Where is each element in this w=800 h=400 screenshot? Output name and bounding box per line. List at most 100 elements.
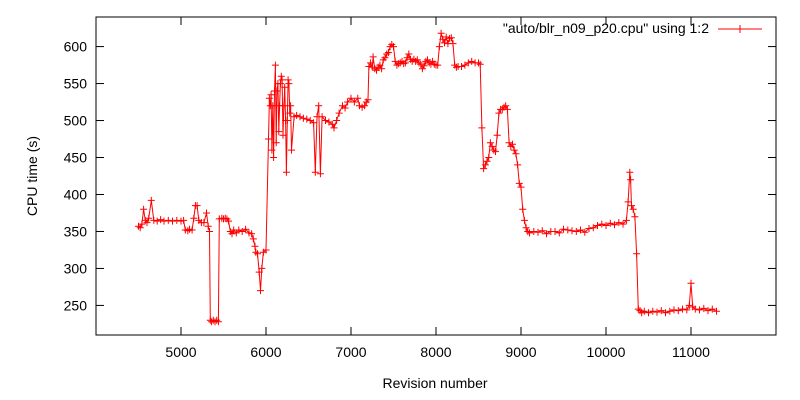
data-point	[447, 34, 455, 42]
data-point	[572, 228, 580, 235]
data-point	[280, 102, 288, 110]
data-point	[204, 222, 212, 230]
data-point	[420, 62, 428, 70]
data-point	[344, 98, 352, 106]
data-point	[430, 60, 438, 68]
data-point	[417, 60, 425, 68]
data-point	[649, 307, 657, 315]
data-point	[160, 217, 168, 225]
data-point	[258, 264, 266, 272]
data-point	[645, 309, 652, 317]
x-tick-label: 10000	[587, 344, 626, 360]
data-point	[538, 227, 546, 235]
y-tick-label: 400	[64, 186, 88, 202]
data-point	[564, 226, 572, 234]
data-point	[627, 176, 635, 184]
data-point	[262, 246, 270, 254]
data-point	[282, 168, 290, 176]
data-point	[310, 119, 318, 127]
data-point	[619, 220, 627, 228]
y-tick-label: 500	[64, 113, 88, 129]
data-point	[376, 61, 384, 69]
data-point	[169, 217, 176, 225]
data-point	[206, 228, 213, 235]
data-point	[602, 222, 610, 229]
data-point	[626, 168, 634, 176]
data-point	[251, 242, 259, 250]
data-point	[526, 229, 533, 237]
y-tick-label: 300	[64, 260, 88, 276]
data-point	[279, 131, 287, 139]
data-point	[354, 94, 362, 102]
data-point	[277, 72, 285, 80]
y-tick-label: 250	[64, 297, 88, 313]
data-point	[598, 220, 606, 228]
data-point	[657, 307, 665, 315]
data-point	[577, 226, 584, 234]
data-point	[330, 124, 338, 132]
data-point	[401, 59, 409, 67]
data-point	[378, 65, 386, 73]
data-point	[347, 94, 355, 102]
data-point	[322, 117, 329, 124]
data-point	[475, 59, 482, 67]
data-point	[235, 226, 243, 234]
data-point	[157, 216, 165, 224]
data-point	[581, 228, 589, 236]
data-point	[653, 308, 661, 316]
data-point	[708, 305, 716, 313]
data-point	[543, 230, 550, 238]
data-point	[670, 306, 678, 314]
data-point	[520, 216, 528, 224]
data-point	[696, 306, 703, 314]
data-point	[468, 57, 476, 65]
data-point	[180, 216, 188, 224]
data-point	[634, 305, 642, 313]
data-point	[390, 43, 397, 51]
data-point	[150, 216, 158, 224]
data-point	[248, 230, 256, 238]
data-point	[524, 228, 532, 235]
data-point	[481, 161, 489, 169]
data-point	[193, 202, 201, 210]
data-point	[143, 219, 151, 227]
data-point	[425, 59, 433, 67]
x-tick-label: 7000	[335, 344, 366, 360]
data-point	[611, 221, 618, 229]
data-point	[287, 102, 295, 110]
data-point	[415, 59, 423, 67]
x-tick-label: 11000	[672, 344, 710, 360]
data-point	[624, 198, 632, 206]
data-point	[364, 96, 372, 104]
data-point	[221, 214, 229, 222]
data-point	[136, 224, 144, 232]
data-point	[495, 109, 503, 117]
data-point	[515, 179, 523, 187]
data-point	[434, 61, 442, 69]
data-point	[147, 196, 155, 204]
data-point	[278, 76, 286, 84]
x-tick-label: 8000	[420, 344, 451, 360]
data-point	[517, 183, 525, 191]
data-point	[270, 154, 278, 161]
data-point	[568, 227, 576, 235]
series-line	[138, 33, 717, 323]
data-point	[381, 54, 389, 62]
data-point	[273, 87, 281, 95]
data-point	[328, 120, 336, 128]
data-point	[283, 117, 291, 124]
data-point	[492, 148, 499, 156]
data-point	[296, 113, 304, 121]
data-point	[255, 268, 263, 276]
data-point	[441, 39, 448, 47]
data-point	[435, 43, 443, 51]
data-point	[510, 146, 518, 154]
data-point	[367, 59, 375, 67]
data-point	[288, 146, 295, 154]
data-point	[452, 63, 460, 71]
data-point	[400, 60, 408, 68]
data-point	[335, 109, 343, 117]
data-point	[486, 139, 494, 147]
data-point	[685, 301, 693, 309]
